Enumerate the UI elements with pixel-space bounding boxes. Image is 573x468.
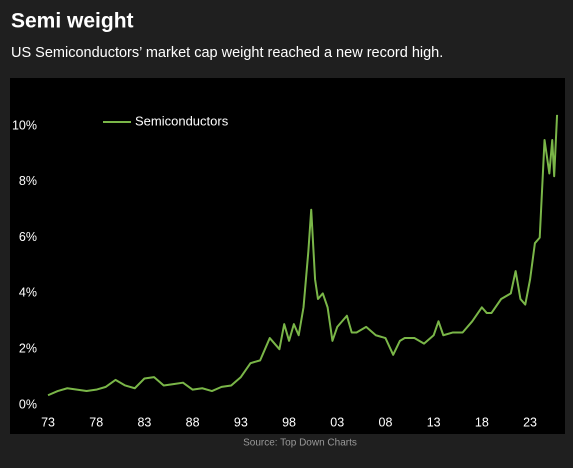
x-tick-label: 13 bbox=[427, 415, 441, 429]
plot-panel bbox=[10, 78, 565, 434]
legend-label: Semiconductors bbox=[135, 113, 229, 128]
x-tick-label: 08 bbox=[379, 415, 393, 429]
y-tick-label: 6% bbox=[19, 230, 37, 244]
title: Semi weight bbox=[11, 10, 134, 33]
x-tick-label: 23 bbox=[523, 415, 537, 429]
y-tick-label: 8% bbox=[19, 174, 37, 188]
x-tick-label: 78 bbox=[89, 415, 103, 429]
x-tick-label: 18 bbox=[475, 415, 489, 429]
x-tick-label: 83 bbox=[137, 415, 151, 429]
subtitle: US Semiconductors’ market cap weight rea… bbox=[11, 45, 443, 61]
y-tick-label: 0% bbox=[19, 397, 37, 411]
y-tick-label: 10% bbox=[12, 118, 37, 132]
y-tick-label: 4% bbox=[19, 286, 37, 300]
series-line bbox=[47, 114, 559, 397]
x-tick-label: 73 bbox=[41, 415, 55, 429]
y-tick-label: 2% bbox=[19, 342, 37, 356]
x-tick-label: 98 bbox=[282, 415, 296, 429]
source: Source: Top Down Charts bbox=[243, 438, 357, 449]
x-tick-label: 93 bbox=[234, 415, 248, 429]
x-tick-label: 88 bbox=[186, 415, 200, 429]
x-tick-label: 03 bbox=[330, 415, 344, 429]
